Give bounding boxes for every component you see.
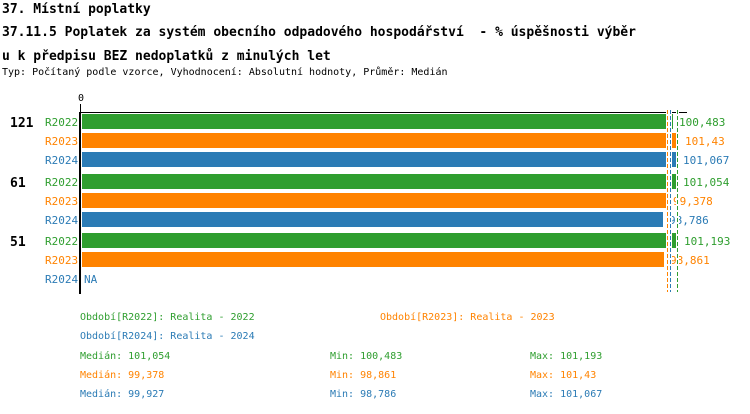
series-label-r2024: R2024 xyxy=(45,214,79,227)
legend-item-r2024: Období[R2024]: Realita - 2024 xyxy=(80,331,255,342)
series-label-r2024: R2024 xyxy=(45,273,79,286)
report-title-line3: u k předpisu BEZ nedoplatků z minulých l… xyxy=(2,49,331,64)
stat-median-r2022: Medián: 101,054 xyxy=(80,351,171,362)
bar-value-label: 99,378 xyxy=(673,195,713,208)
bar-r2024 xyxy=(82,152,677,167)
stat-min-r2022: Min: 100,483 xyxy=(330,351,403,362)
bar-na-label: NA xyxy=(84,273,98,286)
stat-min-r2024: Min: 98,786 xyxy=(330,389,397,400)
axis-zero-tick xyxy=(80,104,81,112)
median-line-r2022 xyxy=(677,110,678,292)
bar-r2023 xyxy=(82,193,667,208)
series-label-r2022: R2022 xyxy=(45,116,79,129)
bar-value-label: 101,054 xyxy=(683,176,730,189)
series-label-r2023: R2023 xyxy=(45,195,79,208)
report-title-line1: 37. Místní poplatky xyxy=(2,2,151,17)
series-label-r2023: R2023 xyxy=(45,135,79,148)
stat-median-r2023: Medián: 99,378 xyxy=(80,370,165,381)
stat-max-r2024: Max: 101,067 xyxy=(530,389,603,400)
bar-r2024 xyxy=(82,212,663,227)
series-label-r2022: R2022 xyxy=(45,235,79,248)
bar-value-label: 101,193 xyxy=(684,235,731,248)
median-line-r2023 xyxy=(667,110,668,292)
bar-value-label: 98,861 xyxy=(670,254,710,267)
bar-r2022 xyxy=(82,114,673,129)
group-label: 121 xyxy=(10,116,34,131)
axis-zero-tick-label: 0 xyxy=(78,93,85,104)
bar-r2023 xyxy=(82,252,664,267)
series-label-r2022: R2022 xyxy=(45,176,79,189)
stat-min-r2023: Min: 98,861 xyxy=(330,370,397,381)
bar-r2022 xyxy=(82,174,677,189)
report-meta-line: Typ: Počítaný podle vzorce, Vyhodnocení:… xyxy=(2,67,448,78)
bar-value-label: 101,43 xyxy=(685,135,725,148)
bar-value-label: 98,786 xyxy=(669,214,709,227)
report-title-line2: 37.11.5 Poplatek za systém obecního odpa… xyxy=(2,25,636,40)
bar-r2022 xyxy=(82,233,678,248)
group-label: 51 xyxy=(10,235,26,250)
axis-top-line xyxy=(81,112,687,113)
legend-item-r2023: Období[R2023]: Realita - 2023 xyxy=(380,312,555,323)
series-label-r2024: R2024 xyxy=(45,154,79,167)
median-line-r2024 xyxy=(670,110,671,292)
stat-max-r2022: Max: 101,193 xyxy=(530,351,603,362)
group-label: 61 xyxy=(10,176,26,191)
axis-vertical-line xyxy=(79,112,81,294)
stat-max-r2023: Max: 101,43 xyxy=(530,370,597,381)
series-label-r2023: R2023 xyxy=(45,254,79,267)
legend-item-r2022: Období[R2022]: Realita - 2022 xyxy=(80,312,255,323)
bar-r2023 xyxy=(82,133,679,148)
bar-value-label: 100,483 xyxy=(679,116,726,129)
stat-median-r2024: Medián: 99,927 xyxy=(80,389,165,400)
bar-value-label: 101,067 xyxy=(683,154,730,167)
